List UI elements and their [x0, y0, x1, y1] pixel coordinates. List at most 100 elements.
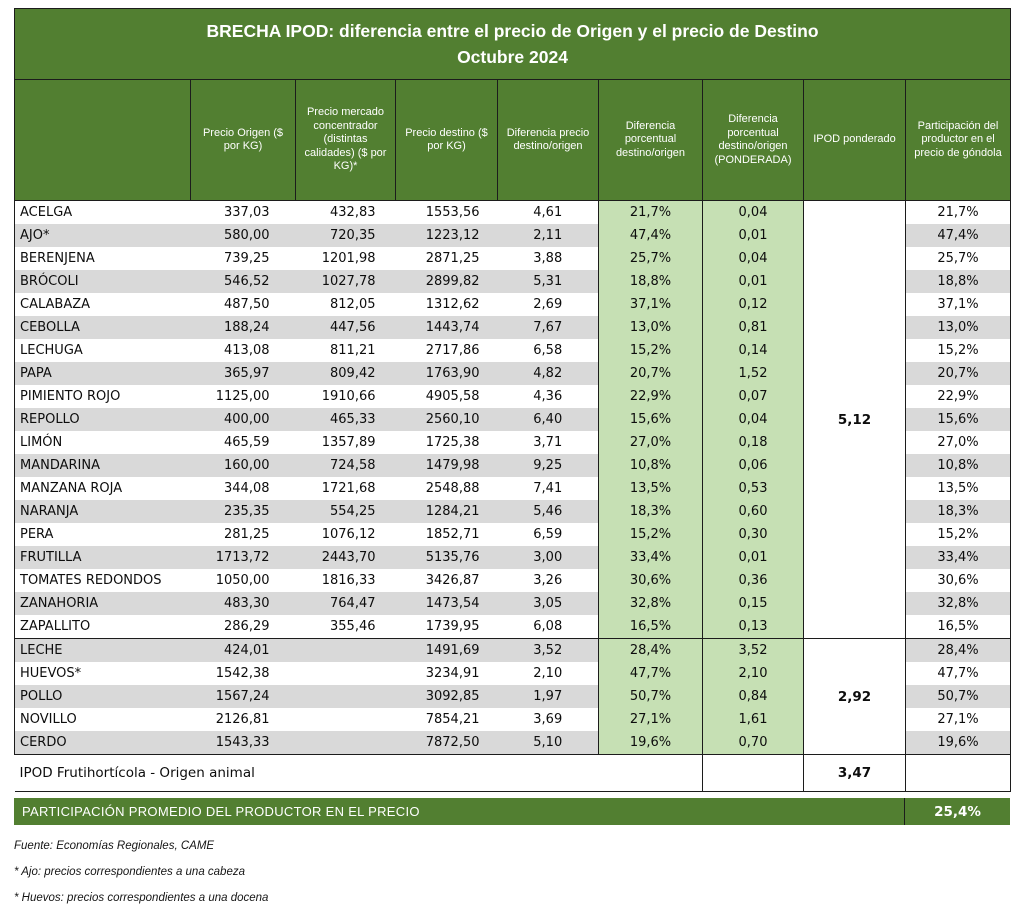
diferencia-ponderada-cell: 0,18 — [702, 431, 804, 454]
diferencia-porcentual-cell: 32,8% — [598, 592, 703, 615]
diferencia-ponderada-cell: 3,52 — [702, 638, 804, 662]
diferencia-precio-cell: 2,69 — [497, 293, 599, 316]
table-row: MANDARINA 160,00 724,58 1479,98 9,25 10,8% 0,0… — [14, 454, 1012, 477]
participacion-cell: 50,7% — [905, 685, 1012, 708]
precio-concentrador-cell: 809,42 — [295, 362, 396, 385]
participacion-cell: 33,4% — [905, 546, 1012, 569]
column-header-ipod-ponderado: IPOD ponderado — [803, 79, 906, 201]
diferencia-ponderada-cell: 0,04 — [702, 408, 804, 431]
diferencia-porcentual-cell: 21,7% — [598, 200, 703, 224]
participation-bar-label: PARTICIPACIÓN PROMEDIO DEL PRODUCTOR EN … — [22, 804, 420, 819]
product-name-cell: CERDO — [14, 731, 191, 755]
participacion-cell: 28,4% — [905, 638, 1012, 662]
precio-origen-cell: 413,08 — [190, 339, 296, 362]
diferencia-ponderada-cell: 0,06 — [702, 454, 804, 477]
product-name-cell: BERENJENA — [14, 247, 191, 270]
precio-destino-cell: 1473,54 — [395, 592, 498, 615]
diferencia-porcentual-cell: 47,7% — [598, 662, 703, 685]
precio-concentrador-cell: 724,58 — [295, 454, 396, 477]
diferencia-precio-cell: 5,31 — [497, 270, 599, 293]
table-row: PIMIENTO ROJO 1125,00 1910,66 4905,58 4,36 22… — [14, 385, 1012, 408]
table-row: PERA 281,25 1076,12 1852,71 6,59 15,2% 0,30 15,… — [14, 523, 1012, 546]
participation-bar: PARTICIPACIÓN PROMEDIO DEL PRODUCTOR EN … — [14, 798, 1010, 825]
table-row: LECHE 424,01 1491,69 3,52 28,4% 3,52 2,92 28,4% — [14, 638, 1012, 755]
precio-origen-cell: 337,03 — [190, 200, 296, 224]
precio-destino-cell: 3092,85 — [395, 685, 498, 708]
participacion-cell: 22,9% — [905, 385, 1012, 408]
column-header-participacion: Participación del productor en el precio… — [904, 79, 1012, 201]
product-name-cell: BRÓCOLI — [14, 270, 191, 293]
diferencia-ponderada-cell: 0,53 — [702, 477, 804, 500]
participacion-cell: 16,5% — [905, 615, 1012, 639]
summary-empty-cell — [702, 754, 804, 792]
precio-destino-cell: 1763,90 — [395, 362, 498, 385]
diferencia-precio-cell: 3,00 — [497, 546, 599, 569]
precio-destino-cell: 2548,88 — [395, 477, 498, 500]
table-title: BRECHA IPOD: diferencia entre el precio … — [13, 8, 1012, 80]
diferencia-ponderada-cell: 1,61 — [702, 708, 804, 731]
diferencia-precio-cell: 9,25 — [497, 454, 599, 477]
precio-concentrador-cell: 432,83 — [295, 200, 396, 224]
product-name-cell: AJO* — [14, 224, 191, 247]
diferencia-ponderada-cell: 0,12 — [702, 293, 804, 316]
precio-concentrador-cell — [295, 731, 396, 755]
product-name-cell: LECHUGA — [14, 339, 191, 362]
column-header-row: Precio Origen ($ por KG) Precio mercado … — [14, 79, 1012, 201]
summary-section: IPOD Frutihortícola - Origen animal 3,47 — [14, 754, 1012, 792]
precio-concentrador-cell: 1910,66 — [295, 385, 396, 408]
precio-origen-cell: 344,08 — [190, 477, 296, 500]
table-row: BERENJENA 739,25 1201,98 2871,25 3,88 25,7% 0,… — [14, 247, 1012, 270]
table-row: LIMÓN 465,59 1357,89 1725,38 3,71 27,0% 0,18 27… — [14, 431, 1012, 454]
diferencia-precio-cell: 4,36 — [497, 385, 599, 408]
precio-concentrador-cell: 1357,89 — [295, 431, 396, 454]
precio-origen-cell: 400,00 — [190, 408, 296, 431]
product-name-cell: MANZANA ROJA — [14, 477, 191, 500]
column-header-precio-origen: Precio Origen ($ por KG) — [190, 79, 296, 201]
table-row: ZANAHORIA 483,30 764,47 1473,54 3,05 32,8% 0,1… — [14, 592, 1012, 615]
diferencia-porcentual-cell: 22,9% — [598, 385, 703, 408]
diferencia-ponderada-cell: 0,07 — [702, 385, 804, 408]
product-name-cell: FRUTILLA — [14, 546, 191, 569]
table-row: HUEVOS* 1542,38 3234,91 2,10 47,7% 2,10 47,7% — [14, 662, 1012, 685]
product-name-cell: NARANJA — [14, 500, 191, 523]
diferencia-ponderada-cell: 0,04 — [702, 200, 804, 224]
diferencia-precio-cell: 7,67 — [497, 316, 599, 339]
participacion-cell: 10,8% — [905, 454, 1012, 477]
participacion-cell: 21,7% — [905, 200, 1012, 224]
diferencia-porcentual-cell: 18,3% — [598, 500, 703, 523]
diferencia-porcentual-cell: 33,4% — [598, 546, 703, 569]
product-name-cell: TOMATES REDONDOS — [14, 569, 191, 592]
precio-concentrador-cell: 1076,12 — [295, 523, 396, 546]
summary-row: IPOD Frutihortícola - Origen animal 3,47 — [14, 754, 1012, 792]
diferencia-precio-cell: 3,52 — [497, 638, 599, 662]
diferencia-ponderada-cell: 0,01 — [702, 224, 804, 247]
diferencia-precio-cell: 4,82 — [497, 362, 599, 385]
precio-destino-cell: 1491,69 — [395, 638, 498, 662]
diferencia-ponderada-cell: 1,52 — [702, 362, 804, 385]
footnote-huevos: * Huevos: precios correspondientes a una… — [14, 892, 269, 904]
precio-origen-cell: 546,52 — [190, 270, 296, 293]
precio-origen-cell: 739,25 — [190, 247, 296, 270]
diferencia-precio-cell: 4,61 — [497, 200, 599, 224]
diferencia-precio-cell: 5,46 — [497, 500, 599, 523]
diferencia-porcentual-cell: 13,5% — [598, 477, 703, 500]
table-row: BRÓCOLI 546,52 1027,78 2899,82 5,31 18,8% 0,01… — [14, 270, 1012, 293]
participacion-cell: 13,5% — [905, 477, 1012, 500]
table-row: REPOLLO 400,00 465,33 2560,10 6,40 15,6% 0,04 1… — [14, 408, 1012, 431]
precio-origen-cell: 580,00 — [190, 224, 296, 247]
title-row: BRECHA IPOD: diferencia entre el precio … — [13, 8, 1012, 80]
precio-concentrador-cell: 554,25 — [295, 500, 396, 523]
product-name-cell: ZAPALLITO — [14, 615, 191, 639]
diferencia-porcentual-cell: 25,7% — [598, 247, 703, 270]
summary-ipod-value: 3,47 — [803, 754, 906, 792]
diferencia-precio-cell: 7,41 — [497, 477, 599, 500]
origen-animal-section: LECHE 424,01 1491,69 3,52 28,4% 3,52 2,92 28,4%… — [14, 638, 1012, 755]
product-name-cell: PIMIENTO ROJO — [14, 385, 191, 408]
footnote-source: Fuente: Economías Regionales, CAME — [14, 840, 215, 852]
precio-origen-cell: 424,01 — [190, 638, 296, 662]
participacion-cell: 18,3% — [905, 500, 1012, 523]
precio-concentrador-cell: 764,47 — [295, 592, 396, 615]
diferencia-ponderada-cell: 0,36 — [702, 569, 804, 592]
diferencia-porcentual-cell: 27,0% — [598, 431, 703, 454]
participacion-cell: 32,8% — [905, 592, 1012, 615]
